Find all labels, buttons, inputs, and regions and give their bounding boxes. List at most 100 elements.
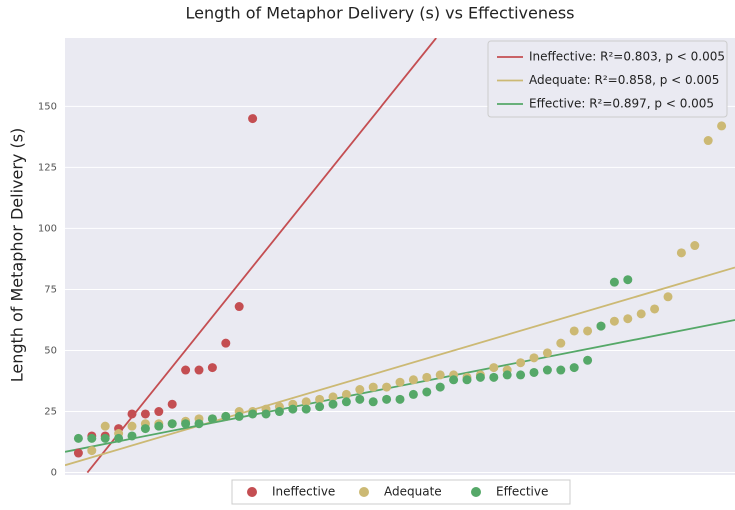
point <box>395 394 405 404</box>
point <box>207 414 217 424</box>
point <box>623 275 633 285</box>
point <box>556 338 566 348</box>
point <box>328 392 338 402</box>
point <box>87 433 97 443</box>
point <box>382 382 392 392</box>
point <box>100 433 110 443</box>
legend-box <box>487 40 728 118</box>
point <box>663 292 673 302</box>
point <box>167 399 177 409</box>
y-tick-label: 25 <box>44 407 57 418</box>
point <box>542 348 552 358</box>
points <box>73 114 727 458</box>
legend-label: Ineffective: R²=0.803, p < 0.005 <box>529 50 725 64</box>
point <box>234 411 244 421</box>
legend-label: Effective <box>496 485 548 499</box>
point <box>154 407 164 417</box>
point <box>475 372 485 382</box>
point <box>395 377 405 387</box>
point <box>248 114 258 124</box>
point <box>556 365 566 375</box>
point <box>569 363 579 373</box>
point <box>274 407 284 417</box>
point <box>703 136 713 146</box>
point <box>422 372 432 382</box>
point <box>382 394 392 404</box>
point <box>73 448 83 458</box>
y-tick-label: 0 <box>51 468 57 479</box>
point <box>502 370 512 380</box>
point <box>583 355 593 365</box>
point <box>140 409 150 419</box>
point <box>234 302 244 312</box>
point <box>100 421 110 431</box>
point <box>261 409 271 419</box>
point <box>355 394 365 404</box>
point <box>355 385 365 395</box>
point <box>449 375 459 385</box>
point <box>127 409 137 419</box>
legend-label: Adequate <box>384 485 442 499</box>
point <box>140 424 150 434</box>
point <box>408 389 418 399</box>
point <box>181 365 191 375</box>
point <box>288 404 298 414</box>
point <box>301 397 311 407</box>
y-axis-label: Length of Metaphor Delivery (s) <box>8 128 27 383</box>
point <box>408 375 418 385</box>
y-tick-label: 100 <box>38 223 57 234</box>
point <box>650 304 660 314</box>
point <box>341 389 351 399</box>
point <box>435 370 445 380</box>
legend-marker <box>471 487 481 497</box>
bottom-legend-box <box>231 479 571 505</box>
y-tick-label: 75 <box>44 284 57 295</box>
point <box>127 421 137 431</box>
point <box>248 409 258 419</box>
fit-line <box>65 266 735 467</box>
bottom-legend: Ineffective Adequate Effective <box>247 485 548 499</box>
point <box>542 365 552 375</box>
legend-label: Effective: R²=0.897, p < 0.005 <box>529 97 714 111</box>
point <box>676 248 686 258</box>
point <box>207 363 217 373</box>
point <box>516 370 526 380</box>
point <box>368 382 378 392</box>
point <box>368 397 378 407</box>
point <box>516 358 526 368</box>
point <box>221 338 231 348</box>
point <box>609 277 619 287</box>
point <box>341 397 351 407</box>
point <box>569 326 579 336</box>
point <box>609 316 619 326</box>
chart-title: Length of Metaphor Delivery (s) vs Effec… <box>185 4 574 23</box>
point <box>636 309 646 319</box>
y-tick-label: 150 <box>38 101 57 112</box>
point <box>529 367 539 377</box>
fit-line <box>86 38 437 474</box>
legend: Ineffective: R²=0.803, p < 0.005 Adequate… <box>497 50 725 111</box>
point <box>181 419 191 429</box>
point <box>623 314 633 324</box>
legend-label: Ineffective <box>272 485 335 499</box>
point <box>167 419 177 429</box>
point <box>73 433 83 443</box>
point <box>221 411 231 421</box>
point <box>462 375 472 385</box>
point <box>328 399 338 409</box>
point <box>422 387 432 397</box>
point <box>435 382 445 392</box>
y-tick-label: 50 <box>44 345 57 356</box>
point <box>690 241 700 251</box>
point <box>194 365 204 375</box>
point <box>127 431 137 441</box>
point <box>194 419 204 429</box>
point <box>583 326 593 336</box>
legend-label: Adequate: R²=0.858, p < 0.005 <box>529 73 719 87</box>
y-tick-label: 125 <box>38 162 57 173</box>
point <box>114 433 124 443</box>
point <box>154 421 164 431</box>
point <box>529 353 539 363</box>
